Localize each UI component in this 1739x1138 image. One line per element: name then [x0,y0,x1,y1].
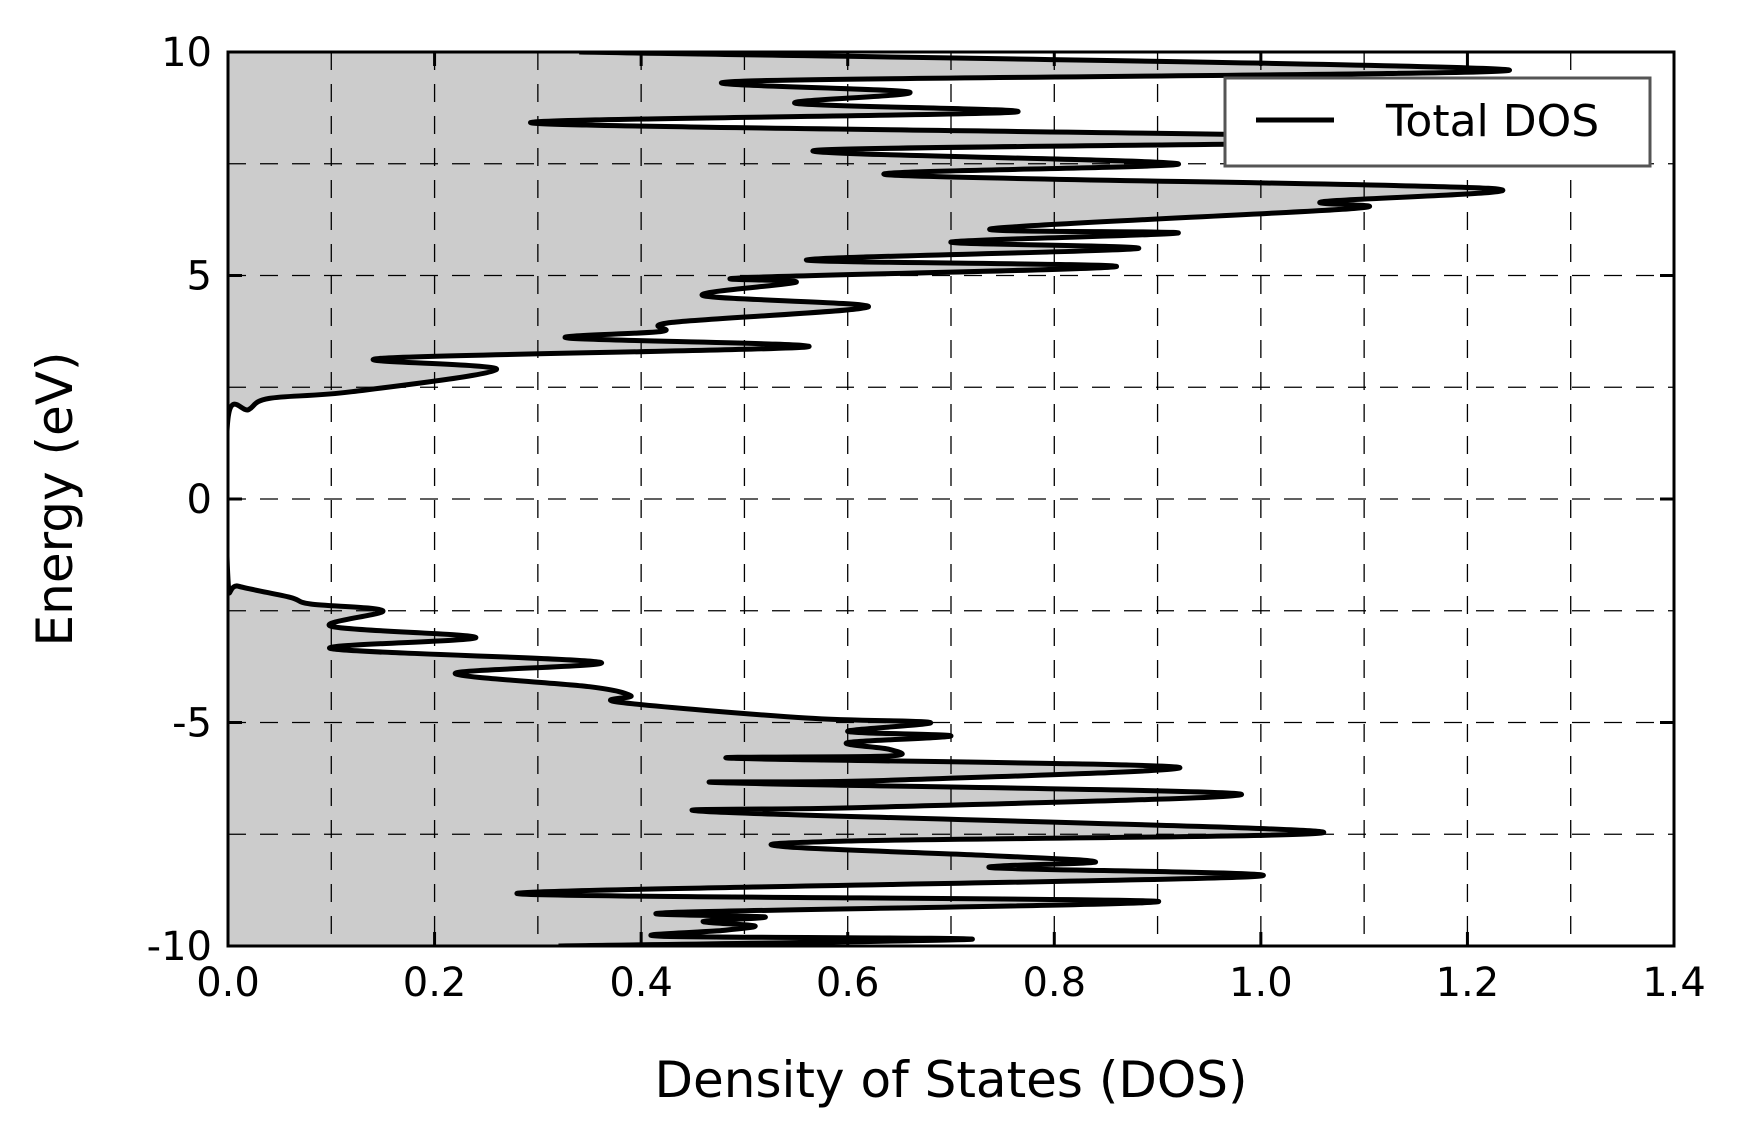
x-tick-label: 0.0 [196,960,260,1006]
x-tick-labels: 0.0 0.2 0.4 0.6 0.8 1.0 1.2 1.4 [196,960,1706,1006]
x-tick-label: 1.2 [1436,960,1500,1006]
y-axis-title: Energy (eV) [26,352,84,647]
x-tick-label: 1.4 [1642,960,1706,1006]
legend: Total DOS [1223,76,1652,168]
legend-label-total-dos: Total DOS [1385,96,1599,147]
plot-frame [226,50,1676,948]
x-tick-label: 1.0 [1229,960,1293,1006]
x-tick-label: 0.2 [403,960,467,1006]
y-tick-label: 5 [187,254,212,300]
x-tick-label: 0.4 [609,960,673,1006]
total-dos-line [228,52,1512,946]
y-tick-labels: -10 -5 0 5 10 [147,30,212,970]
grid-layer [228,52,1674,946]
x-axis-title: Density of States (DOS) [655,1051,1248,1109]
dos-line-layer [228,52,1512,946]
y-tick-label: 10 [161,30,212,76]
x-tick-label: 0.6 [816,960,880,1006]
y-tick-label: -5 [172,701,212,747]
y-tick-label: -10 [147,924,212,970]
y-tick-label: 0 [187,477,212,523]
x-tick-label: 0.8 [1022,960,1086,1006]
